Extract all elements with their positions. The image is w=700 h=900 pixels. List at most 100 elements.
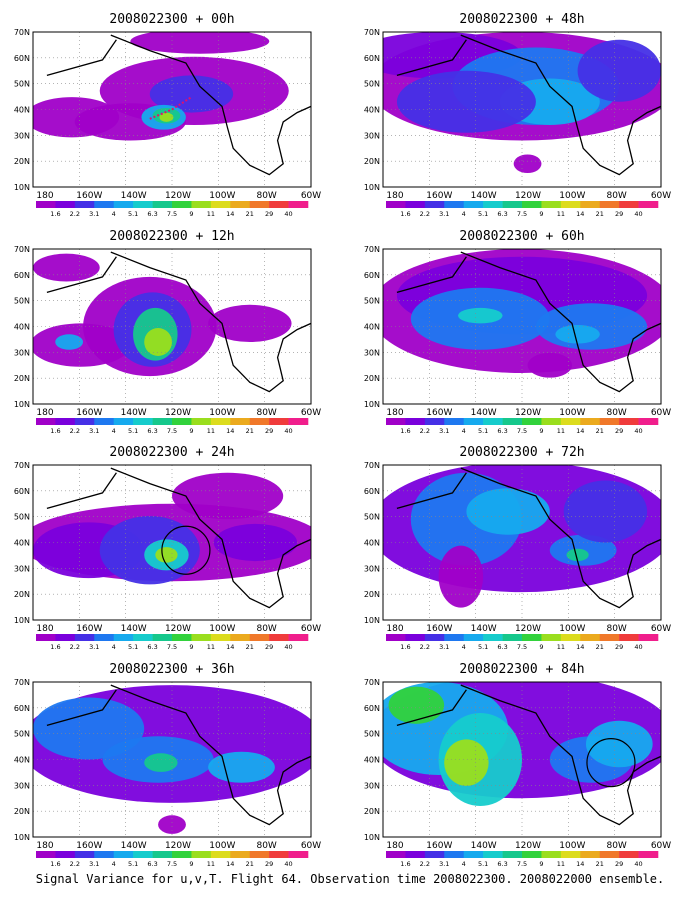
colorbar-swatch — [269, 418, 289, 425]
latitude-label: 60N — [364, 271, 380, 280]
colorbar-label: 14 — [576, 643, 584, 651]
colorbar-label: 29 — [615, 427, 623, 435]
colorbar-label: 1.6 — [50, 210, 60, 218]
figure-caption: Signal Variance for u,v,T. Flight 64. Ob… — [35, 872, 665, 886]
colorbar-swatch — [55, 851, 76, 858]
colorbar-label: 40 — [284, 427, 292, 435]
contour-region — [155, 547, 178, 563]
colorbar-label: 21 — [246, 210, 254, 218]
longitude-label: 80W — [256, 408, 276, 418]
latitude-label: 50N — [364, 513, 380, 522]
coastline — [46, 39, 117, 77]
colorbar-label: 2.2 — [420, 860, 430, 868]
colorbar-swatch — [113, 201, 134, 208]
colorbar-swatch — [133, 851, 153, 858]
signal-variance-field — [383, 465, 661, 620]
longitude-label: 120W — [165, 624, 191, 634]
latitude-label: 40N — [14, 539, 30, 548]
colorbar-label: 21 — [246, 427, 254, 435]
colorbar-label: 2.2 — [70, 427, 80, 435]
longitude-label: 100W — [209, 408, 235, 418]
latitude-label: 20N — [14, 590, 30, 599]
colorbar-label: 5.1 — [128, 860, 138, 868]
colorbar-swatch — [36, 851, 56, 858]
coastline — [396, 689, 467, 727]
latitude-label: 70N — [14, 245, 30, 254]
coastline — [46, 256, 117, 294]
colorbar-label: 9 — [189, 643, 193, 651]
colorbar-label: 40 — [634, 643, 642, 651]
coastline — [110, 684, 311, 826]
coastline — [460, 251, 661, 393]
colorbar-swatch — [386, 201, 406, 208]
longitude-label: 140W — [121, 408, 147, 418]
latitude-label: 50N — [14, 513, 30, 522]
contour-region — [149, 75, 234, 113]
colorbar-label: 29 — [615, 210, 623, 218]
colorbar-label: 2.2 — [70, 210, 80, 218]
contour-region — [563, 480, 648, 543]
longitude-label: 100W — [209, 191, 235, 201]
longitude-label: 140W — [121, 191, 147, 201]
colorbar-label: 11 — [557, 427, 565, 435]
colorbar-label: 3.1 — [439, 427, 449, 435]
colorbar-swatch — [172, 851, 192, 858]
colorbar-label: 29 — [615, 643, 623, 651]
colorbar-label: 40 — [634, 427, 642, 435]
colorbar-label: 40 — [284, 643, 292, 651]
latitude-label: 70N — [14, 28, 30, 37]
longitude-label: 140W — [471, 841, 497, 851]
signal-variance-field — [33, 682, 311, 837]
colorbar-swatch — [249, 634, 270, 641]
colorbar-label: 9 — [539, 210, 543, 218]
longitude-label: 100W — [559, 624, 585, 634]
longitude-label: 160W — [76, 191, 102, 201]
colorbar-label: 11 — [557, 643, 565, 651]
latitude-label: 40N — [14, 756, 30, 765]
contour-region — [566, 548, 589, 562]
map-frame — [382, 31, 662, 188]
colorbar-swatch — [638, 634, 659, 641]
latitude-label: 70N — [364, 678, 380, 687]
colorbar-swatch — [502, 418, 523, 425]
colorbar-label: 9 — [189, 210, 193, 218]
colorbar-swatch — [599, 634, 620, 641]
signal-variance-field — [33, 32, 311, 187]
colorbar-swatch — [502, 634, 523, 641]
colorbar-swatch — [405, 634, 426, 641]
colorbar-swatch — [386, 851, 406, 858]
longitude-label: 140W — [471, 408, 497, 418]
contour-region — [33, 697, 145, 760]
longitude-label: 160W — [426, 408, 452, 418]
map-frame — [32, 464, 312, 621]
colorbar-swatch — [55, 201, 76, 208]
contour-region — [130, 32, 270, 54]
colorbar-swatch — [230, 634, 251, 641]
map-panel: 2008022300 + 36h 10N 20N 30N 40N 50N 60N 70N 180… — [14, 662, 321, 868]
latitude-label: 30N — [14, 131, 30, 140]
latitude-label: 20N — [14, 374, 30, 383]
panel-title: 2008022300 + 00h — [109, 12, 234, 27]
colorbar-swatch — [94, 418, 115, 425]
latitude-label: 40N — [364, 756, 380, 765]
colorbar-label: 4 — [112, 643, 116, 651]
colorbar-label: 7.5 — [167, 860, 177, 868]
colorbar-swatch — [210, 201, 231, 208]
colorbar-swatch — [619, 418, 639, 425]
colorbar-swatch — [560, 851, 581, 858]
colorbar-swatch — [405, 201, 426, 208]
colorbar-swatch — [638, 418, 659, 425]
contour-region — [438, 545, 484, 608]
colorbar-label: 3.1 — [439, 643, 449, 651]
colorbar-label: 4 — [112, 860, 116, 868]
colorbar-label: 11 — [207, 643, 215, 651]
longitude-label: 60W — [651, 624, 671, 634]
latitude-label: 20N — [364, 157, 380, 166]
colorbar-swatch — [522, 634, 542, 641]
latitude-label: 10N — [364, 616, 380, 625]
colorbar-label: 21 — [246, 643, 254, 651]
colorbar-swatch — [210, 851, 231, 858]
latitude-label: 20N — [364, 590, 380, 599]
colorbar-swatch — [94, 634, 115, 641]
colorbar-label: 7.5 — [167, 643, 177, 651]
